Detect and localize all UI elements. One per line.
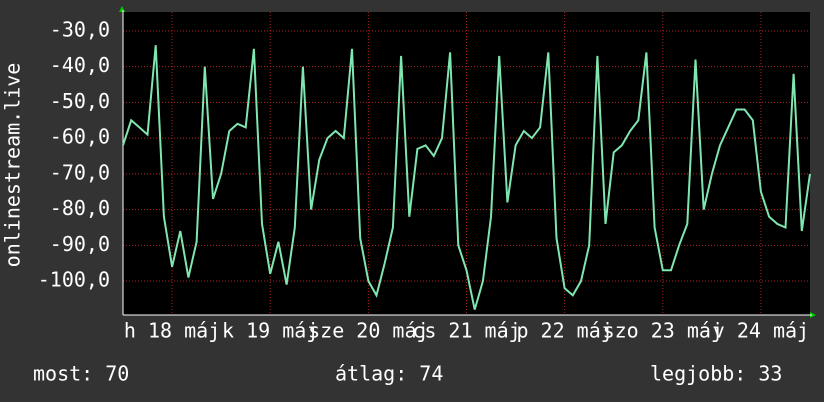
y-tick-label: -80,0 bbox=[50, 196, 110, 220]
y-tick-label: -40,0 bbox=[50, 53, 110, 77]
x-tick-label: h 18 máj bbox=[124, 319, 220, 343]
data-line bbox=[122, 45, 811, 310]
x-tick-label: sze 20 máj bbox=[308, 319, 428, 343]
x-tick-label: p 22 máj bbox=[516, 319, 612, 343]
y-axis-label: onlinestream.live bbox=[1, 63, 25, 268]
stat-current: most: 70 bbox=[33, 362, 129, 386]
x-tick-label: v 24 máj bbox=[713, 319, 809, 343]
x-tick-label: szo 23 máj bbox=[603, 319, 723, 343]
stat-best: legjobb: 33 bbox=[650, 362, 782, 386]
stat-average: átlag: 74 bbox=[335, 362, 443, 386]
y-tick-label: -50,0 bbox=[50, 89, 110, 113]
axis-arrow bbox=[810, 312, 816, 318]
axis-arrow bbox=[119, 6, 125, 12]
y-tick-label: -90,0 bbox=[50, 232, 110, 256]
y-tick-label: -70,0 bbox=[50, 160, 110, 184]
y-tick-label: -100,0 bbox=[38, 268, 110, 292]
y-tick-label: -60,0 bbox=[50, 125, 110, 149]
y-tick-label: -30,0 bbox=[50, 17, 110, 41]
x-tick-label: cs 21 máj bbox=[412, 319, 520, 343]
x-tick-label: k 19 máj bbox=[222, 319, 318, 343]
